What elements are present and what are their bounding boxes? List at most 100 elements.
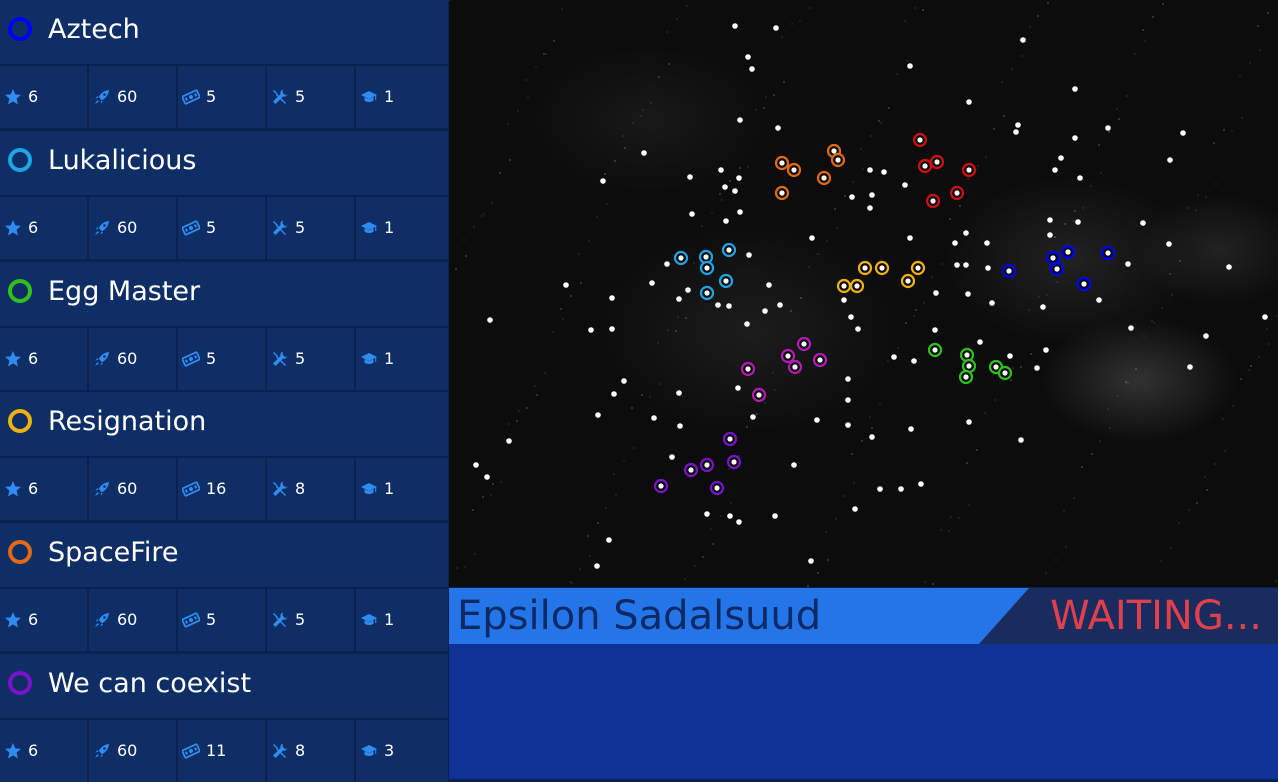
unowned-star[interactable] — [677, 423, 683, 429]
player-header[interactable]: Lukalicious — [0, 131, 448, 197]
unowned-star[interactable] — [685, 287, 691, 293]
unowned-star[interactable] — [676, 296, 682, 302]
unowned-star[interactable] — [848, 314, 854, 320]
unowned-star[interactable] — [487, 317, 493, 323]
unowned-star[interactable] — [736, 519, 742, 525]
unowned-star[interactable] — [845, 376, 851, 382]
owned-star[interactable] — [740, 361, 756, 377]
owned-star[interactable] — [722, 431, 738, 447]
owned-star[interactable] — [912, 132, 928, 148]
galaxy-map-canvas[interactable] — [449, 0, 1278, 587]
unowned-star[interactable] — [732, 23, 738, 29]
unowned-star[interactable] — [722, 184, 728, 190]
owned-star[interactable] — [796, 336, 812, 352]
unowned-star[interactable] — [735, 385, 741, 391]
unowned-star[interactable] — [718, 167, 724, 173]
unowned-star[interactable] — [749, 66, 755, 72]
unowned-star[interactable] — [867, 205, 873, 211]
owned-star[interactable] — [718, 273, 734, 289]
unowned-star[interactable] — [966, 99, 972, 105]
unowned-star[interactable] — [1040, 304, 1046, 310]
unowned-star[interactable] — [952, 240, 958, 246]
unowned-star[interactable] — [750, 414, 756, 420]
unowned-star[interactable] — [704, 511, 710, 517]
unowned-star[interactable] — [1052, 167, 1058, 173]
unowned-star[interactable] — [737, 209, 743, 215]
player-row[interactable]: We can coexist 6 60 11 8 3 — [0, 654, 449, 782]
player-header[interactable]: Resignation — [0, 392, 448, 459]
unowned-star[interactable] — [473, 462, 479, 468]
unowned-star[interactable] — [726, 303, 732, 309]
owned-star[interactable] — [812, 352, 828, 368]
owned-star[interactable] — [786, 162, 802, 178]
owned-star[interactable] — [683, 462, 699, 478]
player-row[interactable]: Resignation 6 60 16 8 1 — [0, 392, 449, 521]
owned-star[interactable] — [1076, 276, 1092, 292]
unowned-star[interactable] — [1180, 130, 1186, 136]
unowned-star[interactable] — [845, 397, 851, 403]
unowned-star[interactable] — [989, 300, 995, 306]
unowned-star[interactable] — [965, 291, 971, 297]
unowned-star[interactable] — [984, 240, 990, 246]
owned-star[interactable] — [857, 260, 873, 276]
unowned-star[interactable] — [1140, 220, 1146, 226]
unowned-star[interactable] — [1203, 333, 1209, 339]
owned-star[interactable] — [961, 358, 977, 374]
owned-star[interactable] — [726, 454, 742, 470]
unowned-star[interactable] — [869, 434, 875, 440]
unowned-star[interactable] — [1166, 241, 1172, 247]
unowned-star[interactable] — [689, 211, 695, 217]
unowned-star[interactable] — [911, 358, 917, 364]
player-row[interactable]: Lukalicious 6 60 5 5 1 — [0, 130, 449, 259]
owned-star[interactable] — [1100, 245, 1116, 261]
unowned-star[interactable] — [737, 117, 743, 123]
player-row[interactable]: SpaceFire 6 60 5 5 1 — [0, 523, 449, 652]
owned-star[interactable] — [830, 152, 846, 168]
owned-star[interactable] — [929, 154, 945, 170]
owned-star[interactable] — [699, 457, 715, 473]
unowned-star[interactable] — [918, 481, 924, 487]
unowned-star[interactable] — [676, 390, 682, 396]
unowned-star[interactable] — [766, 282, 772, 288]
unowned-star[interactable] — [609, 295, 615, 301]
unowned-star[interactable] — [506, 438, 512, 444]
unowned-star[interactable] — [985, 265, 991, 271]
unowned-star[interactable] — [1020, 37, 1026, 43]
player-row[interactable]: Aztech 6 60 5 5 1 — [0, 0, 449, 128]
owned-star[interactable] — [816, 170, 832, 186]
unowned-star[interactable] — [908, 426, 914, 432]
unowned-star[interactable] — [762, 308, 768, 314]
unowned-star[interactable] — [963, 230, 969, 236]
unowned-star[interactable] — [954, 262, 960, 268]
unowned-star[interactable] — [484, 474, 490, 480]
unowned-star[interactable] — [1075, 219, 1081, 225]
unowned-star[interactable] — [563, 282, 569, 288]
owned-star[interactable] — [1045, 250, 1061, 266]
unowned-star[interactable] — [1007, 353, 1013, 359]
owned-star[interactable] — [927, 342, 943, 358]
owned-star[interactable] — [709, 480, 725, 496]
unowned-star[interactable] — [869, 192, 875, 198]
owned-star[interactable] — [721, 242, 737, 258]
unowned-star[interactable] — [641, 150, 647, 156]
unowned-star[interactable] — [1105, 125, 1111, 131]
unowned-star[interactable] — [777, 302, 783, 308]
owned-star[interactable] — [910, 260, 926, 276]
unowned-star[interactable] — [1015, 122, 1021, 128]
owned-star[interactable] — [780, 348, 796, 364]
unowned-star[interactable] — [723, 218, 729, 224]
unowned-star[interactable] — [775, 125, 781, 131]
unowned-star[interactable] — [651, 415, 657, 421]
unowned-star[interactable] — [809, 235, 815, 241]
unowned-star[interactable] — [963, 262, 969, 268]
unowned-star[interactable] — [791, 462, 797, 468]
unowned-star[interactable] — [1047, 232, 1053, 238]
unowned-star[interactable] — [664, 261, 670, 267]
unowned-star[interactable] — [687, 174, 693, 180]
unowned-star[interactable] — [1034, 365, 1040, 371]
unowned-star[interactable] — [746, 252, 752, 258]
unowned-star[interactable] — [1262, 314, 1268, 320]
owned-star[interactable] — [959, 347, 975, 363]
unowned-star[interactable] — [727, 513, 733, 519]
unowned-star[interactable] — [907, 235, 913, 241]
